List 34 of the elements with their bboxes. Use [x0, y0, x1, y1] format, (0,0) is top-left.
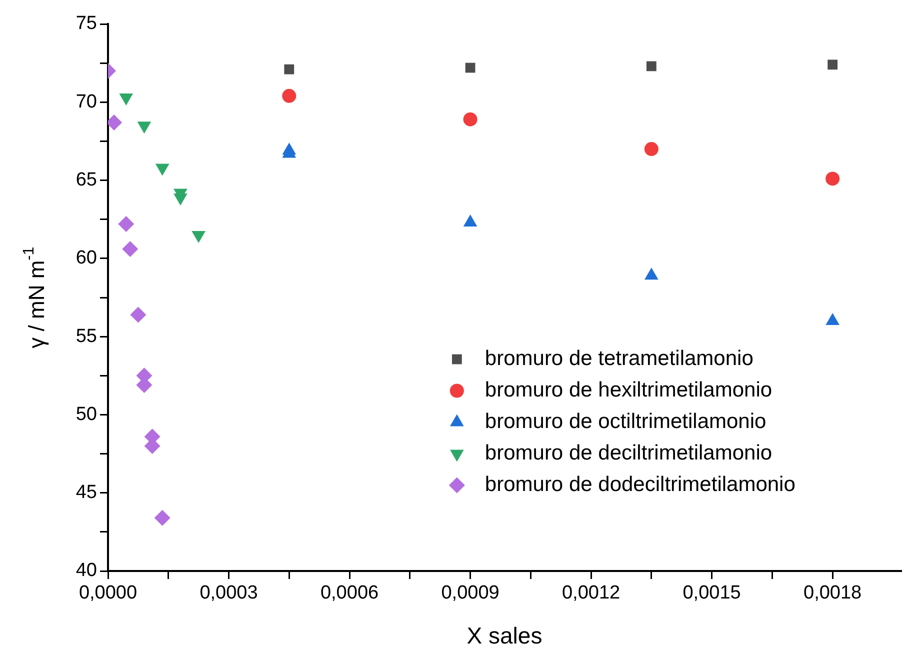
y-tick-label: 60 [76, 248, 97, 269]
point [828, 60, 838, 70]
y-tick-label: 65 [76, 170, 97, 191]
legend-label: bromuro de tetrametilamonio [484, 347, 754, 370]
x-axis-title: X sales [466, 622, 542, 649]
y-tick-label: 50 [76, 404, 97, 425]
y-tick-label: 70 [76, 91, 97, 112]
y-tick-label: 55 [76, 326, 97, 347]
point [122, 241, 138, 258]
legend-label: bromuro de hexiltrimetilamonio [484, 378, 772, 402]
point [282, 88, 296, 103]
legend-label: bromuro de dodeciltrimetilamonio [484, 473, 796, 496]
point [130, 306, 146, 323]
y-tick-label: 40 [76, 560, 97, 582]
point [118, 216, 134, 232]
x-tick-label: 0,0006 [320, 582, 379, 604]
point [644, 142, 658, 156]
x-tick-label: 0,0009 [441, 582, 500, 604]
x-tick-label: 0,0012 [562, 582, 620, 604]
point [463, 112, 478, 126]
point [646, 61, 656, 72]
y-tick-label: 75 [76, 13, 97, 34]
point [465, 62, 476, 73]
legend-label: bromuro de deciltrimetilamonio [484, 442, 772, 465]
x-tick-label: 0,0018 [804, 582, 862, 604]
point [826, 172, 840, 186]
y-tick-label: 45 [76, 482, 97, 504]
x-tick-label: 0,0003 [200, 582, 258, 604]
y-axis-title: γ / mN m-1 [20, 246, 50, 348]
x-tick-label: 0,0000 [78, 582, 138, 604]
x-tick-label: 0,0015 [682, 582, 741, 604]
point [284, 64, 294, 74]
legend-label: bromuro de octiltrimetilamonio [484, 410, 766, 434]
point [154, 510, 170, 526]
